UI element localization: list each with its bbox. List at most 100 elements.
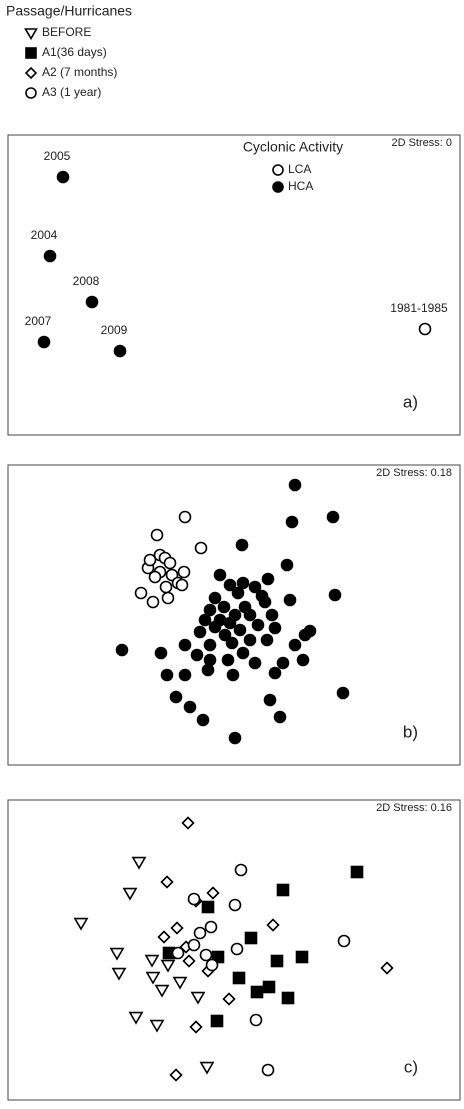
marker [213,568,227,582]
marker [223,578,237,592]
marker [187,938,201,952]
marker [243,608,257,622]
marker [228,898,242,912]
marker [56,170,70,184]
legend-marker [25,87,37,99]
stress-annotation: 2D Stress: 0.16 [376,802,452,814]
marker [189,1020,203,1034]
marker [350,865,364,879]
marker [111,967,127,981]
marker [418,322,432,336]
marker [199,948,213,962]
marker [196,713,210,727]
marker [150,528,164,542]
marker [268,666,282,680]
legend-title: Cyclonic Activity [243,139,343,155]
marker [163,556,177,570]
marker [234,863,248,877]
marker [157,930,171,944]
legend-marker [272,181,284,193]
marker [43,249,57,263]
marker [181,816,195,830]
point-label: 2009 [101,323,128,337]
marker [337,934,351,948]
stress-annotation: 2D Stress: 0.18 [376,467,452,479]
marker [160,875,174,889]
marker [203,638,217,652]
point-label: 2007 [25,314,52,328]
marker [204,920,218,934]
marker [190,648,204,662]
marker [203,653,217,667]
marker [295,950,309,964]
marker [203,603,217,617]
marker [328,588,342,602]
marker [113,344,127,358]
marker [262,980,276,994]
panel-label: b) [403,722,418,741]
marker [131,856,147,870]
marker [226,668,240,682]
marker [115,643,129,657]
marker [193,625,207,639]
legend-marker [25,47,37,59]
marker [248,580,262,594]
panel-frame [7,464,461,766]
marker [177,565,191,579]
marker [243,633,257,647]
marker [288,478,302,492]
marker [175,578,189,592]
marker [281,991,295,1005]
marker [232,971,246,985]
marker [178,668,192,682]
point-label: 1981-1985 [390,301,448,315]
marker [190,991,206,1005]
legend-marker [24,66,38,80]
marker [263,693,277,707]
point-label: 2005 [44,149,71,163]
legend-label: HCA [288,179,313,193]
marker [201,900,215,914]
marker [266,918,280,932]
marker [194,541,208,555]
marker [244,931,258,945]
marker [161,591,175,605]
marker [283,593,297,607]
marker [268,621,282,635]
marker [143,553,157,567]
marker [276,883,290,897]
marker [208,620,222,634]
marker [109,947,125,961]
legend-title: Passage/Hurricanes [6,3,132,19]
marker [160,668,174,682]
marker [122,887,138,901]
marker [261,1063,275,1077]
marker [228,731,242,745]
marker [336,686,350,700]
marker [178,638,192,652]
marker [208,591,222,605]
marker [280,558,294,572]
marker [230,942,244,956]
panel-frame [7,134,461,436]
marker [170,921,184,935]
marker [198,613,212,627]
marker [235,538,249,552]
marker [273,710,287,724]
marker [236,576,250,590]
marker [380,961,394,975]
marker [182,954,196,968]
legend-label: A3 (1 year) [42,85,101,99]
marker [223,616,237,630]
legend-label: A1(36 days) [42,45,107,59]
marker [249,1013,263,1027]
panel-label: a) [403,392,418,411]
legend-label: A2 (7 months) [42,65,117,79]
legend-label: LCA [288,162,311,176]
legend-marker [272,164,284,176]
panel-label: c) [404,1057,418,1076]
point-label: 2008 [73,274,100,288]
marker [154,646,168,660]
